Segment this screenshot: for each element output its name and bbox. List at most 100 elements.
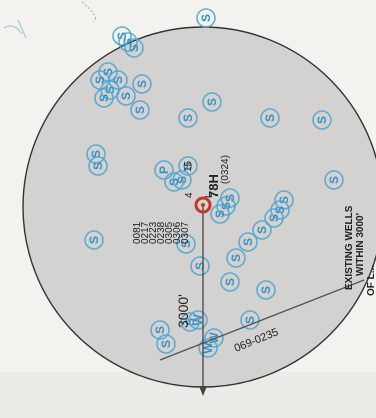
- well-symbol-letter: S: [153, 326, 167, 334]
- well-symbol-ring: [256, 280, 276, 300]
- well-symbol[interactable]: S: [108, 70, 128, 90]
- well-symbol-letter: S: [273, 206, 287, 214]
- well-symbol-ring: [188, 310, 208, 330]
- well-symbol-ring: [226, 248, 246, 268]
- well-symbol-ring: [196, 8, 216, 28]
- target-well-marker[interactable]: [194, 196, 212, 214]
- well-id-item: 0238: [156, 221, 167, 244]
- well-symbol[interactable]: S: [176, 234, 196, 254]
- sketch-mark: [3, 19, 27, 39]
- well-symbol-ring: [180, 312, 200, 332]
- well-symbol[interactable]: S: [180, 312, 200, 332]
- well-symbol[interactable]: S: [240, 310, 260, 330]
- well-symbol[interactable]: S: [252, 220, 272, 240]
- well-symbol-letter: S: [259, 286, 273, 294]
- well-symbol[interactable]: S: [84, 230, 104, 250]
- well-symbol-letter: S: [277, 196, 291, 204]
- well-symbol[interactable]: S: [226, 248, 246, 268]
- well-symbol-ring: [260, 108, 280, 128]
- well-symbol[interactable]: S: [88, 156, 108, 176]
- radius-arrowhead: [199, 386, 207, 396]
- well-symbol-letter: S: [119, 92, 133, 100]
- well-symbol-letter: S: [181, 162, 195, 170]
- well-symbol-letter: S: [193, 262, 207, 270]
- well-symbol[interactable]: S: [86, 144, 106, 164]
- bearing-line: [159, 279, 365, 361]
- well-symbol[interactable]: S: [178, 156, 198, 176]
- well-symbol-letter: S: [127, 44, 141, 52]
- well-symbol[interactable]: S: [210, 204, 230, 224]
- well-symbol[interactable]: S: [324, 170, 344, 190]
- legend-line-3: OF L...: [366, 265, 376, 296]
- well-symbol-ring: [116, 86, 136, 106]
- legend-line-2: WITHIN 3000': [355, 213, 366, 276]
- well-symbol-letter: S: [135, 80, 149, 88]
- well-symbol[interactable]: S: [94, 88, 114, 108]
- well-symbol-ring: [264, 208, 284, 228]
- well-symbol-ring: [176, 234, 196, 254]
- well-symbol-ring: [178, 108, 198, 128]
- well-symbol[interactable]: S: [260, 108, 280, 128]
- well-symbol[interactable]: S: [190, 256, 210, 276]
- well-symbol-ring: [154, 160, 174, 180]
- well-symbol-letter: W: [201, 342, 215, 354]
- well-symbol-letter: S: [89, 150, 103, 158]
- well-symbol-letter: S: [243, 316, 257, 324]
- legend-line-1: EXISTING WELLS: [344, 205, 355, 290]
- radius-label: 3000': [175, 294, 191, 328]
- well-symbol[interactable]: S: [196, 8, 216, 28]
- well-symbol-letter: S: [315, 116, 329, 124]
- well-symbol[interactable]: S: [150, 320, 170, 340]
- well-symbol-letter: S: [267, 214, 281, 222]
- well-symbol[interactable]: S: [264, 208, 284, 228]
- well-symbol-letter: S: [183, 318, 197, 326]
- well-symbol[interactable]: S: [130, 100, 150, 120]
- well-symbol[interactable]: S: [172, 170, 192, 190]
- well-symbol-ring: [84, 230, 104, 250]
- lease-extra-1: 4: [184, 192, 195, 198]
- well-symbol-letter: S: [205, 98, 219, 106]
- well-symbol-ring: [150, 320, 170, 340]
- well-symbol-letter: S: [223, 278, 237, 286]
- well-symbol-ring: [220, 272, 240, 292]
- well-symbol-letter: S: [255, 226, 269, 234]
- well-symbol[interactable]: W: [198, 338, 218, 358]
- well-symbol-ring: [210, 204, 230, 224]
- well-symbol-ring: [312, 110, 332, 130]
- well-symbol-ring: [204, 328, 224, 348]
- well-symbol-ring: [274, 190, 294, 210]
- lease-extra-2: 15: [183, 160, 194, 172]
- well-symbol-letter: S: [263, 114, 277, 122]
- well-id-item: 0223: [148, 221, 159, 244]
- well-symbol-letter: S: [103, 86, 117, 94]
- well-symbol-letter: S: [159, 340, 173, 348]
- well-symbol[interactable]: P: [154, 160, 174, 180]
- well-symbol-ring: [198, 338, 218, 358]
- well-symbol-ring: [172, 170, 192, 190]
- well-symbol[interactable]: S: [156, 334, 176, 354]
- well-symbol[interactable]: S: [256, 280, 276, 300]
- well-id-item: 0217: [140, 221, 151, 244]
- well-symbol-ring: [252, 220, 272, 240]
- well-symbol[interactable]: S: [238, 232, 258, 252]
- well-symbol-letter: S: [97, 94, 111, 102]
- well-symbol-ring: [202, 92, 222, 112]
- well-symbol-letter: P: [157, 166, 171, 174]
- well-symbol-letter: S: [229, 254, 243, 262]
- well-symbol-ring: [164, 172, 184, 192]
- well-symbol[interactable]: S: [132, 74, 152, 94]
- well-symbol[interactable]: S: [124, 38, 144, 58]
- well-symbol[interactable]: S: [220, 272, 240, 292]
- well-symbol-letter: S: [213, 210, 227, 218]
- well-symbol-ring: [178, 156, 198, 176]
- well-symbol-letter: S: [87, 236, 101, 244]
- well-symbol[interactable]: S: [312, 110, 332, 130]
- well-symbol[interactable]: S: [116, 86, 136, 106]
- well-symbol[interactable]: S: [178, 108, 198, 128]
- well-symbol-letter: S: [181, 114, 195, 122]
- well-symbol[interactable]: S: [202, 92, 222, 112]
- well-symbol[interactable]: S: [274, 190, 294, 210]
